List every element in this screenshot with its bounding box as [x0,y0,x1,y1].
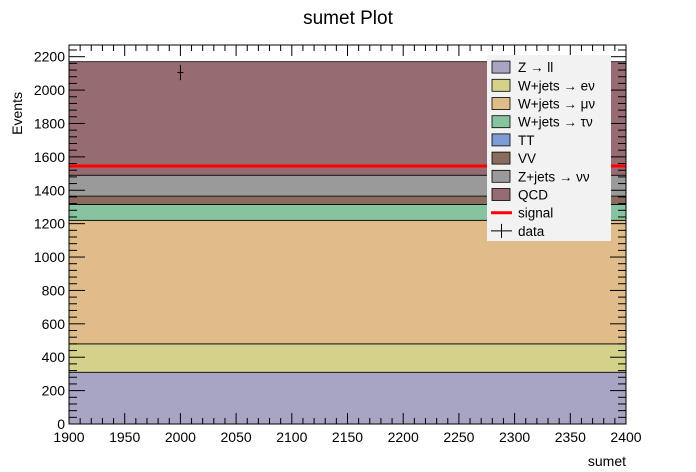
x-tick-label: 1900 [53,429,84,445]
y-tick-label: 1600 [34,149,65,165]
x-tick-label: 2050 [221,429,252,445]
x-tick-label: 2250 [443,429,474,445]
bar-segment-1 [68,343,627,373]
x-axis: 1900 1950 2000 2050 2100 2150 2200 2250 2300 2350… [53,45,642,445]
x-tick-label: 2150 [332,429,363,445]
x-tick-label: 2100 [276,429,307,445]
x-tick-label: 2350 [555,429,586,445]
legend-label-5: VV [518,151,536,166]
x-tick-label: 2200 [388,429,419,445]
y-tick-label: 800 [42,282,66,298]
x-axis-label: sumet [588,453,626,469]
legend-swatch-7 [491,188,511,201]
legend-label-9: data [518,224,545,239]
y-tick-label: 200 [42,383,66,399]
legend-label-1: W+jets → eν [518,78,595,93]
legend-swatch-0 [491,60,511,74]
data-layer [177,64,184,81]
legend-label-7: QCD [518,188,548,203]
y-tick-label: 2200 [34,49,65,65]
legend-label-6: Z+jets → νν [518,169,590,184]
legend-label-3: W+jets → τν [518,115,593,130]
x-tick-label: 2000 [165,429,196,445]
legend-swatch-3 [491,115,511,129]
y-tick-label: 0 [57,416,65,432]
legend-label-2: W+jets → μν [518,97,595,112]
y-axis: 0 200 400 600 800 1000 1200 1400 1600 1800 2000 220… [34,49,626,432]
y-tick-label: 2000 [34,82,65,98]
legend-label-8: signal [518,206,553,221]
legend-label-4: TT [518,133,535,148]
legend-swatch-6 [491,169,511,183]
legend-swatch-2 [491,97,511,110]
x-tick-label: 2300 [499,429,530,445]
x-tick-label: 1950 [109,429,140,445]
legend-swatch-5 [491,151,511,165]
y-tick-label: 1200 [34,216,65,232]
y-axis-label: Events [9,92,25,135]
legend-swatch-4 [491,133,511,147]
y-tick-label: 1400 [34,182,65,198]
legend-swatch-1 [491,78,511,92]
legend-label-0: Z → ll [518,60,553,75]
legend: Z → ll W+jets → eν W+jets → μν W+jets → τν T… [487,55,611,241]
chart-title: sumet Plot [303,8,393,29]
x-tick-label: 2400 [610,429,641,445]
y-tick-label: 1800 [34,115,65,131]
y-tick-label: 1000 [34,249,65,265]
y-tick-label: 600 [42,316,66,332]
y-tick-label: 400 [42,349,66,365]
